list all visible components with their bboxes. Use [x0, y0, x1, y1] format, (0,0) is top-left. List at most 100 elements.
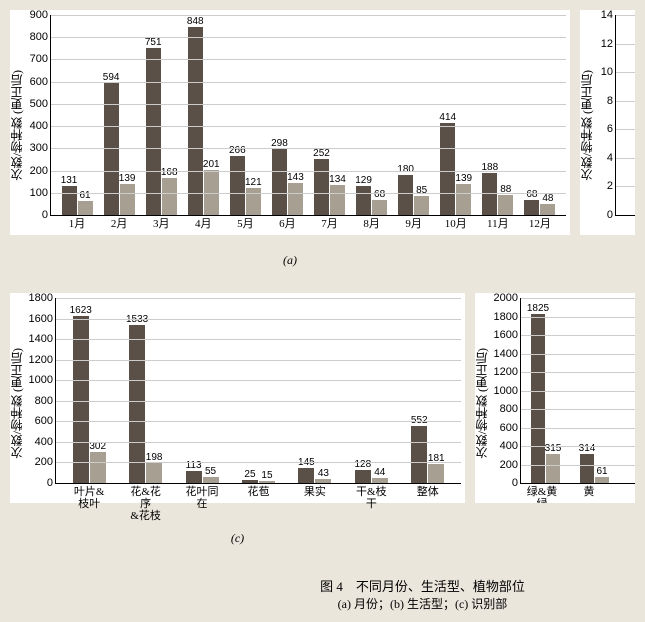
- bar-dark: 751: [146, 48, 161, 215]
- x-label: 果实: [297, 486, 333, 522]
- bar-light: 68: [372, 200, 387, 215]
- bar-group: 18888: [482, 173, 513, 215]
- gridline: [521, 317, 635, 318]
- y-tick-label: 400: [30, 120, 51, 132]
- bar-group: 848201: [188, 27, 219, 215]
- bar-value-label: 315: [545, 443, 562, 454]
- bar-value-label: 44: [374, 467, 385, 478]
- gridline: [56, 319, 461, 320]
- bar-group: 31461: [580, 454, 609, 483]
- x-label: 2月: [102, 218, 136, 230]
- gridline: [51, 126, 566, 127]
- y-tick-label: 400: [35, 436, 56, 448]
- bottom-row: 次数/物种数 (更正后) 162330215331981135525151454…: [10, 293, 635, 546]
- gridline: [521, 465, 635, 466]
- chart-right-bottom-y-label: 次数/物种数 (更正后): [475, 348, 490, 458]
- y-tick-label: 500: [30, 98, 51, 110]
- bar-group: 298143: [272, 149, 303, 215]
- gridline: [616, 186, 635, 187]
- bar-group: 11355: [186, 471, 219, 483]
- bar-value-label: 168: [161, 167, 178, 178]
- y-tick-label: 14: [601, 10, 616, 21]
- gridline: [51, 171, 566, 172]
- chart-right-bottom-plot: 182531531461 绿&黄绿黄 020040060080010001200…: [520, 298, 635, 484]
- gridline: [51, 15, 566, 16]
- y-tick-label: 200: [35, 456, 56, 468]
- bar-light: 48: [540, 204, 555, 215]
- bar-light: 139: [456, 184, 471, 215]
- chart-right-bottom: 次数/物种数 (更正后) 182531531461 绿&黄绿黄 02004006…: [475, 293, 635, 503]
- top-row: 次数/物种数 (更正后) 131615941397511688482012661…: [10, 10, 635, 268]
- gridline: [56, 380, 461, 381]
- bar-dark: 848: [188, 27, 203, 215]
- y-tick-label: 1400: [29, 333, 56, 345]
- bar-dark: 129: [356, 186, 371, 215]
- bar-value-label: 121: [245, 177, 262, 188]
- y-tick-label: 2: [607, 180, 616, 192]
- gridline: [521, 335, 635, 336]
- y-tick-label: 12: [601, 38, 616, 50]
- bar-value-label: 848: [187, 16, 204, 27]
- x-label: 3月: [144, 218, 178, 230]
- bar-group: 18085: [398, 175, 429, 215]
- gridline: [51, 148, 566, 149]
- y-tick-label: 6: [607, 123, 616, 135]
- figure-subcaption: (a) 月份；(b) 生活型；(c) 识别部: [210, 595, 635, 612]
- bar-group: 1623302: [73, 316, 106, 483]
- y-tick-label: 200: [30, 165, 51, 177]
- bar-dark: 1825: [531, 314, 545, 483]
- bar-dark: 298: [272, 149, 287, 215]
- bar-light: 139: [120, 184, 135, 215]
- x-label: 6月: [270, 218, 304, 230]
- y-tick-label: 100: [30, 187, 51, 199]
- bar-group: 751168: [146, 48, 177, 215]
- bar-dark: 1623: [73, 316, 89, 483]
- x-label: 11月: [481, 218, 515, 230]
- bar-value-label: 25: [244, 469, 255, 480]
- bar-value-label: 314: [579, 443, 596, 454]
- x-label: 黄: [573, 486, 605, 503]
- bar-dark: 1533: [129, 325, 145, 483]
- gridline: [51, 82, 566, 83]
- chart-a: 次数/物种数 (更正后) 131615941397511688482012661…: [10, 10, 570, 235]
- chart-a-bars: 1316159413975116884820126612129814325213…: [51, 15, 566, 215]
- bar-value-label: 198: [146, 452, 163, 463]
- gridline: [521, 372, 635, 373]
- y-tick-label: 0: [607, 209, 616, 221]
- bar-dark: 145: [298, 468, 314, 483]
- gridline: [51, 37, 566, 38]
- bar-group: 1825315: [531, 314, 560, 483]
- bar-group: 252134: [314, 159, 345, 215]
- x-label: 9月: [397, 218, 431, 230]
- bar-dark: 414: [440, 123, 455, 215]
- y-tick-label: 0: [512, 477, 521, 489]
- gridline: [521, 428, 635, 429]
- y-tick-label: 1800: [494, 311, 521, 323]
- x-label: 花苞: [240, 486, 276, 522]
- chart-a-x-labels: 1月2月3月4月5月6月7月8月9月10月11月12月: [51, 215, 566, 230]
- y-tick-label: 1400: [494, 348, 521, 360]
- bar-group: 414139: [440, 123, 471, 215]
- bar-light: 61: [78, 201, 93, 215]
- bar-value-label: 201: [203, 159, 220, 170]
- x-label: 10月: [439, 218, 473, 230]
- bar-light: 85: [414, 196, 429, 215]
- bar-light: 143: [288, 183, 303, 215]
- gridline: [521, 298, 635, 299]
- gridline: [616, 158, 635, 159]
- bar-light: 302: [90, 452, 106, 483]
- bar-value-label: 131: [61, 175, 78, 186]
- bar-dark: 68: [524, 200, 539, 215]
- y-tick-label: 0: [42, 209, 51, 221]
- gridline: [56, 401, 461, 402]
- y-tick-label: 0: [47, 477, 56, 489]
- gridline: [616, 15, 635, 16]
- bar-value-label: 55: [205, 466, 216, 477]
- bar-group: 14543: [298, 468, 331, 483]
- bar-value-label: 751: [145, 37, 162, 48]
- y-tick-label: 1600: [494, 329, 521, 341]
- gridline: [56, 298, 461, 299]
- chart-right-top-plot: 02468101214: [615, 15, 635, 216]
- gridline: [51, 104, 566, 105]
- bar-dark: 180: [398, 175, 413, 215]
